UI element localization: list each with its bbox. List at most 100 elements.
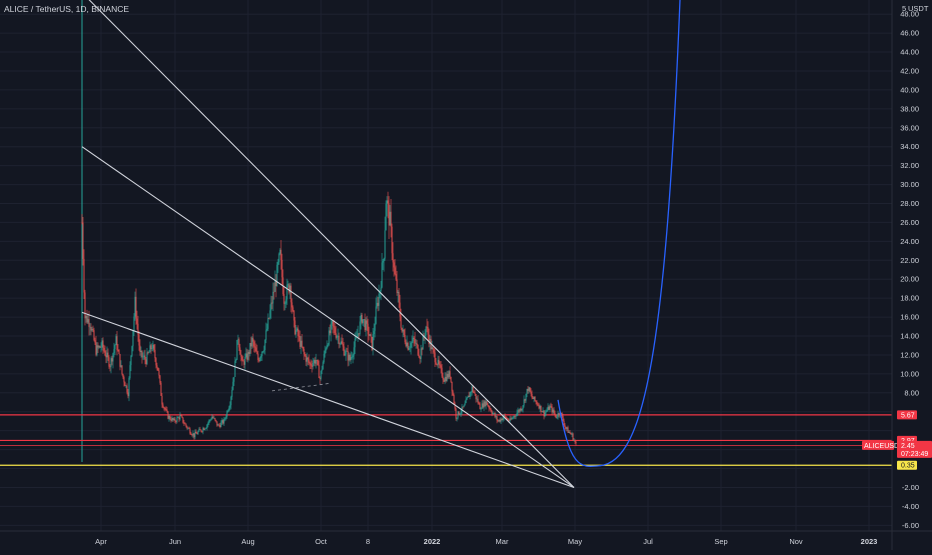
- candle-body: [219, 425, 221, 428]
- symbol-tag: [862, 440, 894, 450]
- candle-body: [201, 431, 203, 432]
- time-tick-label: 2022: [424, 537, 441, 546]
- candle-body: [526, 389, 528, 394]
- candle-body: [167, 411, 169, 419]
- candle-body: [536, 402, 538, 405]
- grid-lines: [0, 0, 892, 531]
- candle-body: [480, 408, 482, 410]
- candle-body: [169, 415, 171, 420]
- candle-body: [350, 357, 352, 361]
- candle-body: [510, 418, 512, 420]
- candle-body: [331, 321, 333, 324]
- candle-body: [523, 399, 525, 406]
- last-price-label: 2.45: [901, 443, 915, 450]
- candle-body: [312, 362, 314, 367]
- candle-body: [135, 296, 137, 319]
- candle-body: [361, 314, 363, 323]
- candle-body: [514, 415, 516, 417]
- candle-body: [223, 418, 225, 424]
- candle-body: [363, 319, 365, 320]
- candle-body: [422, 335, 424, 350]
- candle-body: [270, 302, 272, 311]
- candle-body: [222, 420, 224, 424]
- candle-body: [549, 405, 551, 410]
- candle-body: [88, 319, 90, 327]
- candle-body: [311, 365, 313, 367]
- candle-body: [256, 351, 258, 354]
- price-tick-label: 28.00: [900, 199, 919, 208]
- candle-body: [273, 291, 275, 293]
- candle-body: [234, 360, 236, 377]
- candle-body: [365, 320, 367, 331]
- price-axis: 48.00 46.00 44.00 42.00 40.00 38.00 36.00 34.00…: [862, 0, 932, 550]
- candle-body: [382, 260, 384, 263]
- candle-body: [317, 360, 319, 365]
- candle-body: [404, 334, 406, 343]
- candle-body: [419, 357, 421, 359]
- candle-body: [313, 360, 315, 363]
- candle-body: [398, 291, 400, 303]
- candle-body: [573, 440, 575, 441]
- candle-body: [98, 346, 100, 348]
- candle-body: [288, 284, 290, 293]
- candle-body: [278, 253, 280, 263]
- candle-body: [180, 415, 182, 416]
- last-price-tag: [897, 440, 932, 458]
- candle-body: [399, 302, 401, 317]
- candle-body: [425, 326, 427, 336]
- candle-body: [347, 351, 349, 361]
- candle-body: [487, 404, 489, 407]
- candle-body: [286, 284, 288, 300]
- candle-body: [378, 293, 380, 306]
- candle-body: [411, 341, 413, 343]
- candle-body: [179, 415, 181, 420]
- candle-body: [204, 428, 206, 430]
- candle-body: [443, 379, 445, 382]
- time-tick-label: Nov: [789, 537, 803, 546]
- candle-body: [537, 404, 539, 406]
- candle-body: [307, 357, 309, 360]
- candle-body: [441, 367, 443, 377]
- candle-body: [519, 408, 521, 412]
- candle-body: [240, 354, 242, 357]
- price-tick-label: 20.00: [900, 275, 919, 284]
- candle-body: [103, 347, 105, 351]
- candle-body: [420, 348, 422, 359]
- candle-body: [93, 330, 95, 341]
- candle-body: [117, 350, 119, 351]
- candle-body: [123, 377, 125, 383]
- candle-body: [436, 364, 438, 365]
- candle-body: [163, 407, 165, 408]
- candle-body: [220, 422, 222, 428]
- candle-body: [108, 357, 110, 367]
- candle-body: [354, 339, 356, 348]
- candle-body: [490, 409, 492, 412]
- candle-body: [359, 321, 361, 335]
- candle-body: [362, 319, 364, 323]
- candle-body: [512, 417, 514, 419]
- candle-body: [492, 413, 494, 414]
- candle-body: [159, 375, 161, 383]
- candle-body: [453, 395, 455, 404]
- candle-body: [115, 336, 117, 346]
- candle-body: [412, 337, 414, 342]
- candle-body: [568, 431, 570, 433]
- candle-body: [279, 249, 281, 254]
- dashed-line: [271, 382, 331, 392]
- candle-body: [533, 396, 535, 399]
- candle-body: [158, 370, 160, 376]
- candle-body: [474, 392, 476, 395]
- candle-body: [299, 336, 301, 347]
- candle-body: [520, 408, 522, 411]
- candle-body: [555, 414, 557, 418]
- candle-body: [316, 359, 318, 361]
- candle-body: [114, 345, 116, 350]
- candle-body: [113, 349, 115, 354]
- candle-body: [458, 411, 460, 415]
- candle-body: [464, 403, 466, 406]
- candle-body: [472, 386, 474, 392]
- candle-body: [262, 351, 264, 352]
- candle-body: [109, 366, 111, 368]
